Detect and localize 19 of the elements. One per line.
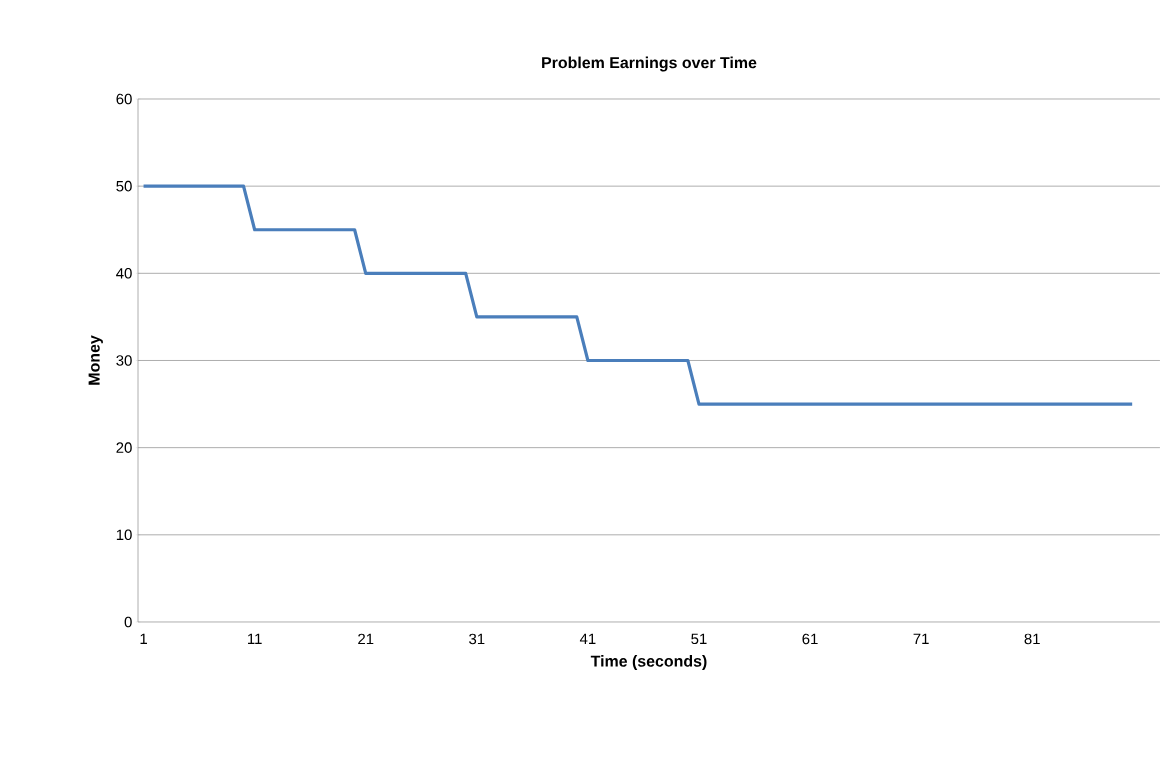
y-tick-label: 0 [124, 616, 132, 628]
x-tick-label: 1 [140, 633, 147, 644]
y-tick-label: 10 [116, 529, 132, 541]
x-tick-label: 31 [469, 633, 485, 645]
x-tick-label: 21 [358, 633, 374, 645]
y-tick-label: 60 [116, 93, 132, 105]
y-tick-label: 20 [116, 442, 132, 453]
x-tick-label: 11 [248, 633, 262, 644]
x-tick-label: 81 [1024, 633, 1040, 645]
chart-title: Problem Earnings over Time [542, 56, 757, 72]
x-tick-label: 41 [579, 633, 596, 644]
x-tick-label: 51 [691, 633, 707, 645]
x-tick-label: 61 [802, 633, 818, 645]
y-tick-label: 50 [116, 180, 132, 192]
y-tick-label: 30 [116, 355, 132, 366]
x-axis-title: Time (seconds) [590, 655, 707, 670]
x-tick-label: 71 [913, 633, 929, 644]
y-axis-title: Money [88, 335, 103, 385]
y-tick-label: 40 [116, 268, 132, 279]
